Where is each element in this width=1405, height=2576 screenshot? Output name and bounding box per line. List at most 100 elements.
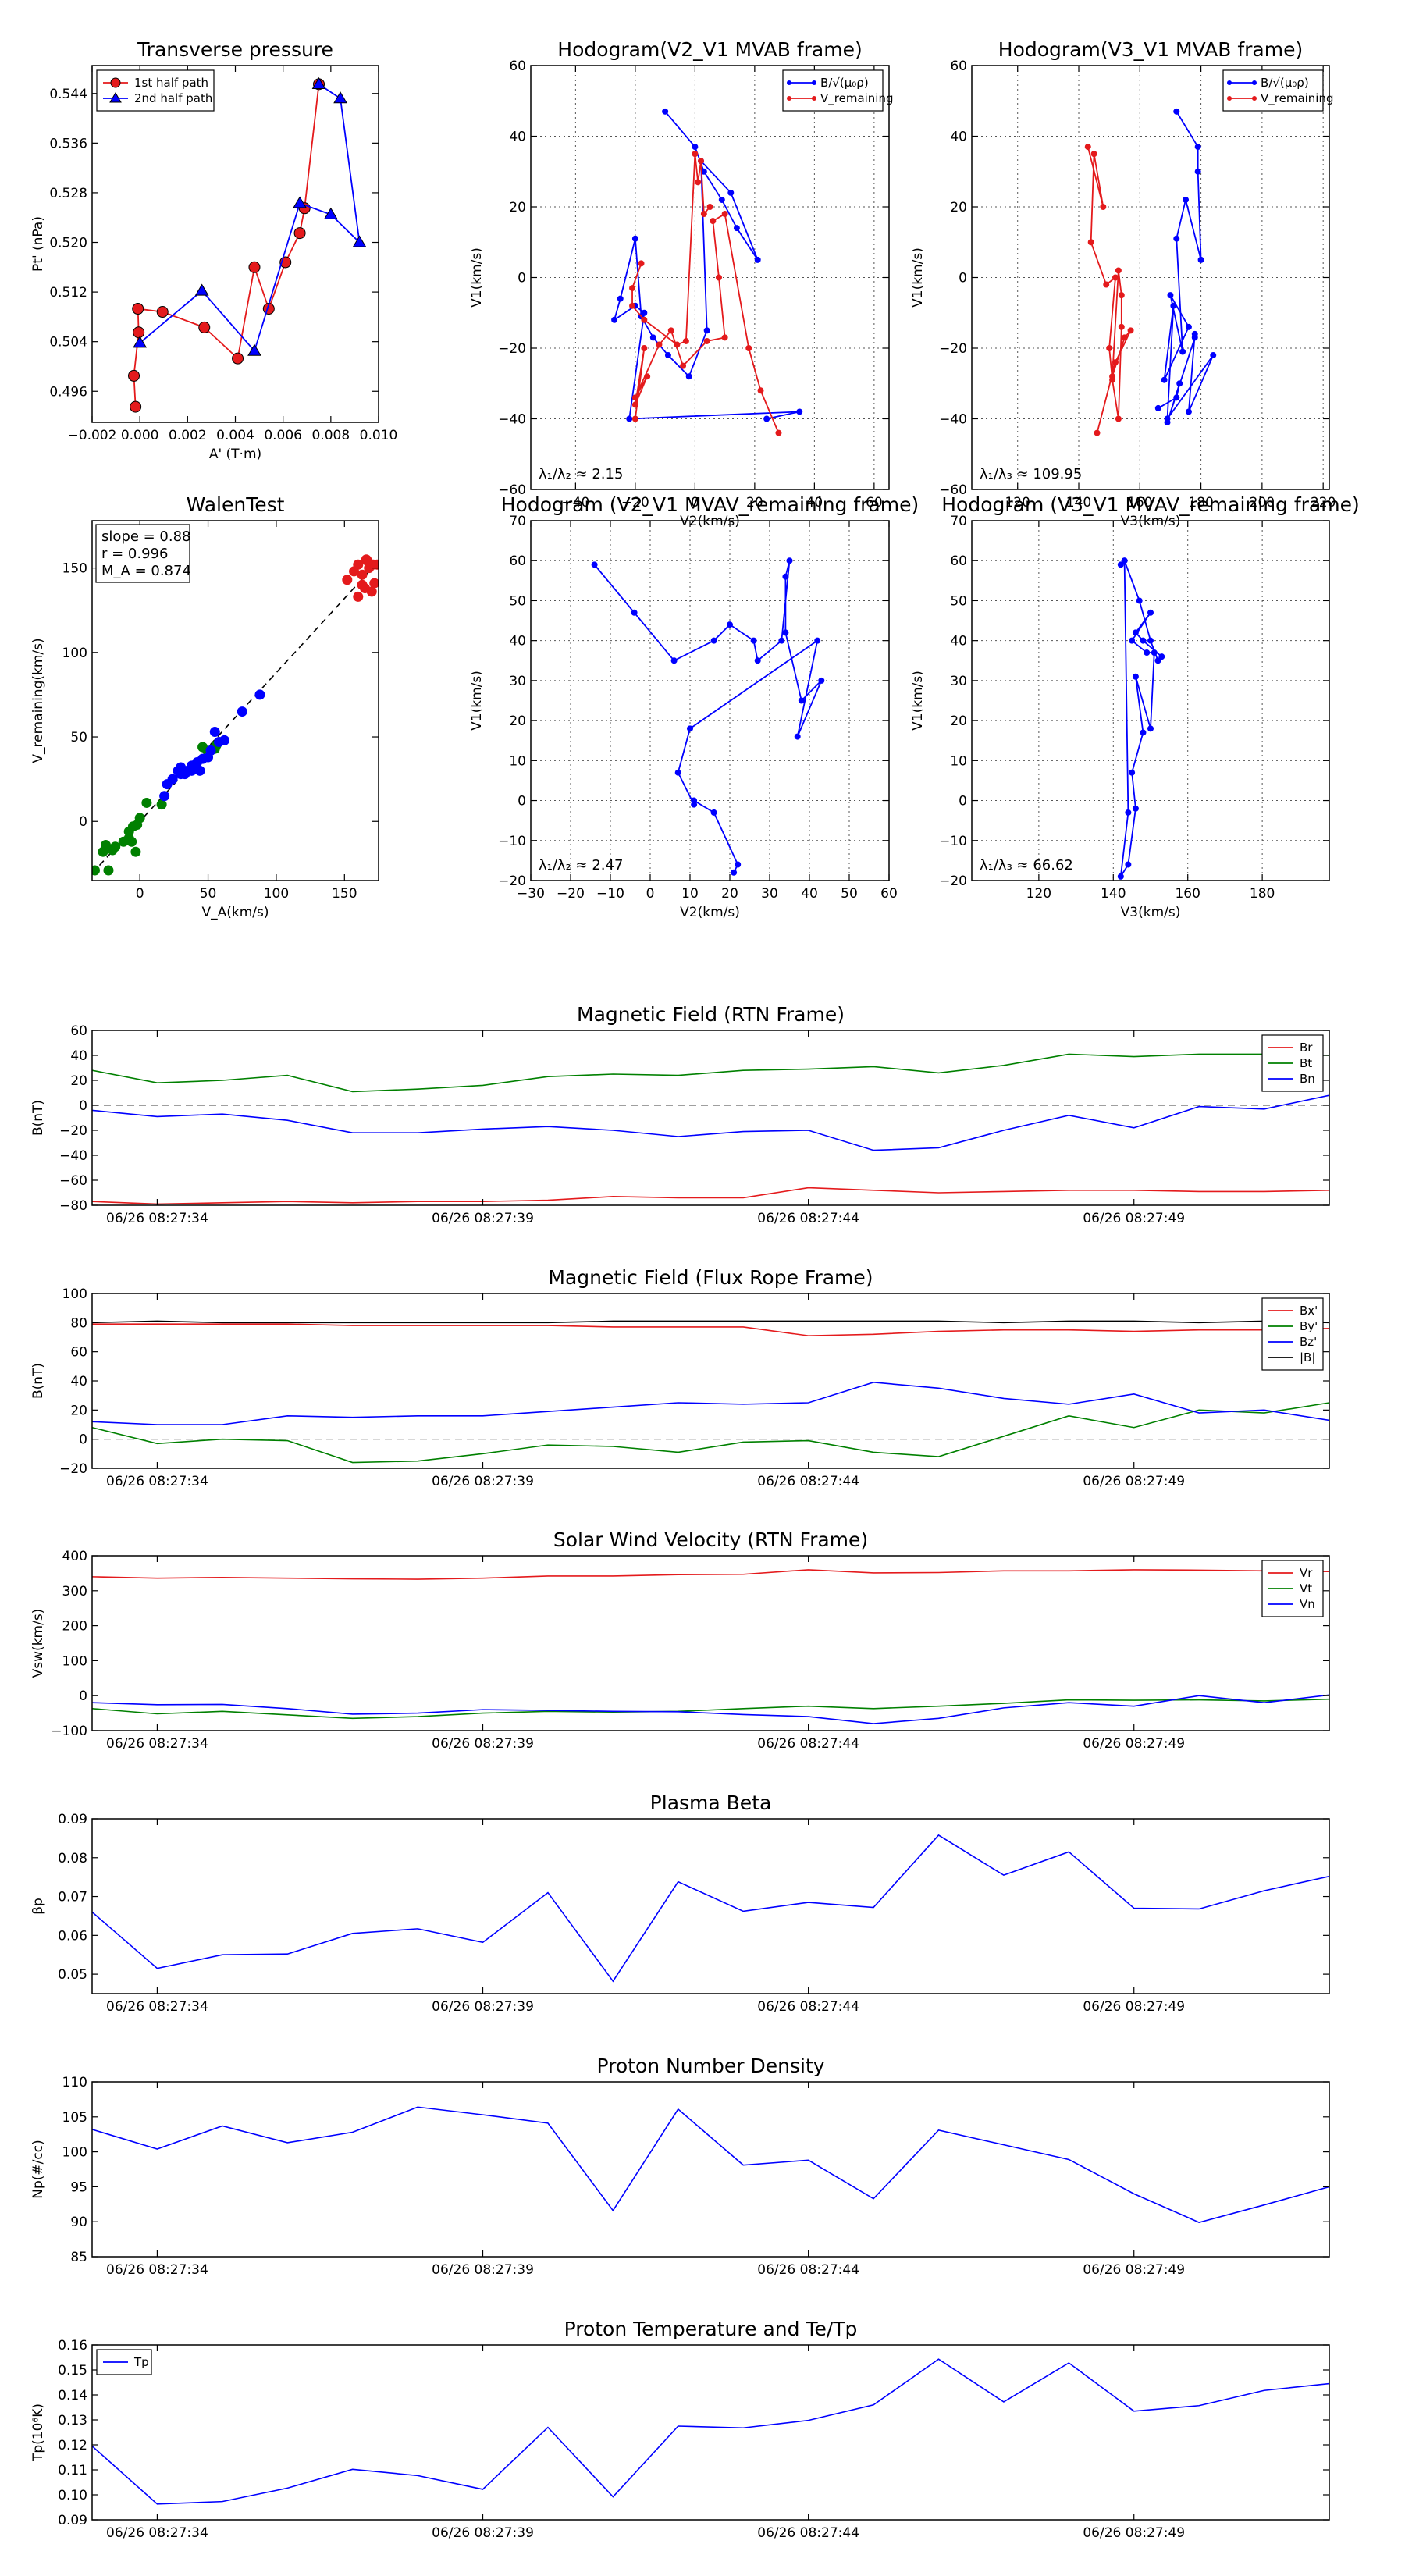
data-point	[1103, 281, 1110, 288]
y-tick-label: 70	[509, 514, 526, 529]
x-tick-label: −20	[557, 886, 585, 902]
x-tick-label: 06/26 08:27:39	[432, 1211, 534, 1226]
data-point	[1194, 168, 1201, 175]
data-point	[1183, 196, 1190, 203]
data-point	[1167, 292, 1174, 299]
y-axis-label: Tp(10⁶K)	[30, 2403, 46, 2462]
x-tick-label: 180	[1250, 886, 1275, 902]
data-point	[132, 303, 144, 315]
y-tick-label: 0	[79, 814, 87, 830]
data-point	[644, 373, 651, 380]
data-point	[100, 840, 111, 851]
y-tick-label: 30	[509, 674, 526, 689]
y-tick-label: 40	[70, 1374, 87, 1389]
x-tick-label: 06/26 08:27:39	[432, 2525, 534, 2541]
chart-p7: 06/26 08:27:34 06/26 08:27:39 06/26 08:27:…	[30, 1003, 1330, 1226]
data-point	[1173, 108, 1180, 115]
series-line-beta	[92, 1834, 1329, 1983]
legend-label: 2nd half path	[134, 91, 212, 105]
legend-marker	[109, 92, 122, 103]
data-point	[710, 809, 717, 816]
y-tick-label: −60	[498, 482, 526, 498]
data-point	[1194, 144, 1201, 151]
data-point	[700, 211, 707, 218]
stats-line: slope = 0.88	[101, 528, 191, 545]
series-line-Tp	[92, 2358, 1329, 2505]
y-tick-label: 60	[70, 1023, 87, 1039]
y-axis-label: Vsw(km/s)	[30, 1609, 46, 1678]
data-point	[237, 706, 247, 717]
axes-frame	[530, 520, 890, 881]
data-point	[362, 556, 373, 567]
y-tick-label: 0.07	[58, 1890, 87, 1905]
x-tick-label: 50	[841, 886, 858, 902]
data-point	[248, 261, 261, 273]
data-point	[798, 697, 805, 704]
data-point	[156, 799, 167, 810]
y-tick-label: 80	[70, 1315, 87, 1331]
y-tick-label: −40	[939, 412, 967, 428]
data-point	[352, 235, 367, 247]
x-tick-label: 0	[136, 886, 144, 902]
data-point	[733, 225, 740, 232]
eigen-ratio-annotation: λ₁/λ₃ ≈ 66.62	[980, 857, 1073, 873]
y-tick-label: 40	[950, 130, 967, 145]
chart-title: Magnetic Field (RTN Frame)	[577, 1003, 845, 1026]
data-point	[718, 196, 725, 203]
legend-label: V_remaining	[820, 91, 894, 106]
data-point	[674, 341, 681, 348]
y-tick-label: −10	[939, 834, 967, 849]
data-point	[1118, 323, 1125, 330]
series-line-V_remaining	[593, 560, 823, 873]
data-point	[353, 591, 364, 602]
data-point	[1084, 144, 1091, 151]
data-point	[323, 207, 338, 219]
x-tick-label: 30	[761, 886, 778, 902]
y-tick-label: −20	[59, 1461, 87, 1477]
y-tick-label: −20	[498, 341, 526, 357]
y-tick-label: 0.13	[58, 2413, 87, 2428]
chart-title: Magnetic Field (Flux Rope Frame)	[548, 1266, 873, 1289]
series-line-2nd half path	[139, 84, 361, 353]
x-tick-label: 06/26 08:27:39	[432, 1736, 534, 1752]
y-tick-label: 0.08	[58, 1851, 87, 1866]
data-point	[176, 762, 187, 773]
data-point	[1100, 204, 1107, 210]
data-point	[1185, 323, 1192, 330]
data-point	[293, 227, 306, 240]
data-point	[1127, 327, 1134, 334]
x-tick-label: 06/26 08:27:44	[757, 1736, 859, 1752]
x-tick-label: 06/26 08:27:49	[1083, 2262, 1185, 2278]
y-tick-label: 60	[509, 59, 526, 74]
data-point	[1094, 429, 1101, 436]
axes-frame	[91, 2344, 1330, 2521]
legend-box	[782, 69, 884, 112]
y-tick-label: 60	[509, 553, 526, 569]
y-tick-label: 0.536	[49, 136, 87, 151]
data-point	[685, 373, 692, 380]
y-tick-label: 0.05	[58, 1967, 87, 1983]
y-tick-label: 60	[70, 1345, 87, 1361]
y-tick-label: 0	[518, 271, 526, 286]
chart-p8: 06/26 08:27:34 06/26 08:27:39 06/26 08:27:…	[30, 1266, 1330, 1489]
data-point	[611, 316, 618, 323]
data-point	[357, 569, 368, 580]
legend-label: Bx'	[1300, 1304, 1318, 1318]
x-tick-label: 150	[332, 886, 357, 902]
legend-label: |B|	[1300, 1350, 1315, 1364]
data-point	[626, 415, 633, 422]
stats-line: M_A = 0.874	[101, 563, 191, 579]
data-point	[649, 334, 656, 341]
data-point	[662, 108, 669, 115]
y-tick-label: 0	[79, 1432, 87, 1448]
x-tick-label: 06/26 08:27:49	[1083, 1211, 1185, 1226]
x-tick-label: 06/26 08:27:34	[106, 1999, 208, 2015]
chart-title: Hodogram(V3_V1 MVAB frame)	[998, 38, 1303, 61]
y-tick-label: 400	[62, 1549, 87, 1564]
data-point	[1144, 649, 1151, 656]
x-tick-label: 160	[1175, 886, 1200, 902]
series-line-Bn	[92, 1094, 1329, 1151]
x-tick-label: −40	[561, 495, 589, 511]
y-tick-label: 60	[950, 59, 967, 74]
